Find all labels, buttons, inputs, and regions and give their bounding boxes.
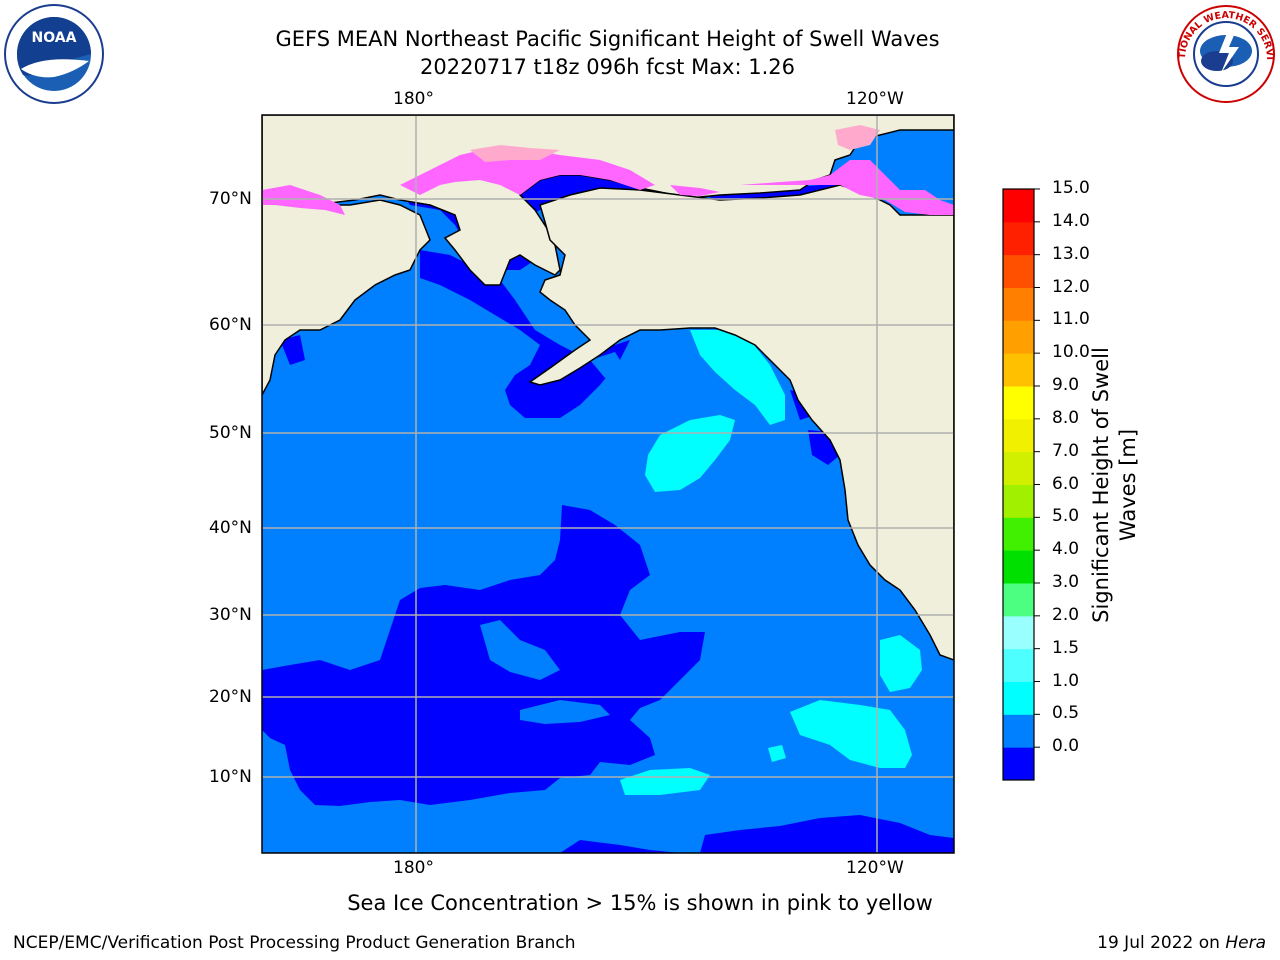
footer-date: 19 Jul 2022 on Hera xyxy=(1097,933,1266,953)
colorbar-tick-label: 11.0 xyxy=(1052,309,1090,330)
map-subtitle: 20220717 t18z 096h fcst Max: 1.26 xyxy=(420,55,795,79)
colorbar-tick-label: 8.0 xyxy=(1052,407,1080,428)
footer-system: Hera xyxy=(1225,933,1266,953)
colorbar-title-line1: Significant Height of Swell xyxy=(1089,347,1113,623)
map-frame xyxy=(261,114,955,854)
swell-mid-regions-inner xyxy=(480,352,625,724)
lat-label-10n: 10°N xyxy=(209,767,252,787)
colorbar-tick-label: 7.0 xyxy=(1052,440,1080,461)
top-lon-label-120w: 120°W xyxy=(846,89,904,109)
colorbar-tick-label: 13.0 xyxy=(1052,243,1090,264)
swell-high-regions xyxy=(620,330,922,795)
colorbar-segment xyxy=(1003,451,1034,485)
map-title: GEFS MEAN Northeast Pacific Significant … xyxy=(275,27,940,51)
colorbar-segment xyxy=(1003,189,1034,223)
colorbar-tick-label: 9.0 xyxy=(1052,375,1080,395)
colorbar xyxy=(1003,189,1034,781)
colorbar-tick-label: 4.0 xyxy=(1052,539,1080,560)
colorbar-tick-label: 1.5 xyxy=(1052,637,1080,658)
sea-ice-footnote: Sea Ice Concentration > 15% is shown in … xyxy=(347,891,933,915)
noaa-logo: NOAA xyxy=(4,4,104,104)
colorbar-segment xyxy=(1003,418,1034,453)
colorbar-tick-label: 0.0 xyxy=(1052,736,1080,757)
colorbar-segment xyxy=(1003,747,1034,781)
colorbar-segment xyxy=(1003,254,1034,288)
colorbar-tick-label: 1.0 xyxy=(1052,670,1080,691)
colorbar-tick-label: 12.0 xyxy=(1052,276,1090,297)
footer-organization: NCEP/EMC/Verification Post Processing Pr… xyxy=(13,933,576,953)
colorbar-title-line2: Waves [m] xyxy=(1116,428,1140,542)
colorbar-segment xyxy=(1003,583,1034,617)
top-lon-label-180: 180° xyxy=(393,89,434,109)
lat-label-20n: 20°N xyxy=(209,687,252,707)
noaa-logo-text: NOAA xyxy=(32,30,77,46)
colorbar-tick-label: 3.0 xyxy=(1052,572,1080,592)
colorbar-segment xyxy=(1003,221,1034,256)
lat-label-60n: 60°N xyxy=(209,315,252,335)
colorbar-title: Significant Height of Swell Waves [m] xyxy=(1088,305,1142,665)
colorbar-segment xyxy=(1003,648,1034,682)
colorbar-segment xyxy=(1003,714,1034,748)
colorbar-segment xyxy=(1003,550,1034,584)
lat-label-40n: 40°N xyxy=(209,518,252,538)
colorbar-segment xyxy=(1003,615,1034,650)
colorbar-segment xyxy=(1003,287,1034,321)
colorbar-tick-marks xyxy=(1034,188,1040,748)
colorbar-segment xyxy=(1003,386,1034,420)
colorbar-tick-label: 14.0 xyxy=(1052,210,1090,231)
colorbar-tick-label: 2.0 xyxy=(1052,604,1080,625)
lat-label-30n: 30°N xyxy=(209,605,252,625)
bottom-lon-label-120w: 120°W xyxy=(846,858,904,878)
colorbar-segment xyxy=(1003,517,1034,551)
lat-label-70n: 70°N xyxy=(209,189,252,209)
graticule xyxy=(262,115,954,853)
nws-logo: NATIONAL WEATHER SERVICE xyxy=(1175,3,1275,103)
colorbar-segment xyxy=(1003,320,1034,354)
colorbar-tick-label: 5.0 xyxy=(1052,506,1080,527)
swell-low-regions xyxy=(262,170,954,853)
colorbar-tick-label: 10.0 xyxy=(1052,342,1090,363)
colorbar-segment xyxy=(1003,353,1034,387)
sea-ice xyxy=(262,125,954,215)
colorbar-tick-label: 0.5 xyxy=(1052,703,1080,724)
bottom-lon-label-180: 180° xyxy=(393,858,434,878)
footer-date-text: 19 Jul 2022 on xyxy=(1097,933,1220,953)
lat-label-50n: 50°N xyxy=(209,423,252,443)
colorbar-tick-label: 6.0 xyxy=(1052,473,1080,494)
colorbar-segment xyxy=(1003,484,1034,518)
colorbar-tick-label: 15.0 xyxy=(1052,178,1090,198)
colorbar-segment xyxy=(1003,681,1034,715)
